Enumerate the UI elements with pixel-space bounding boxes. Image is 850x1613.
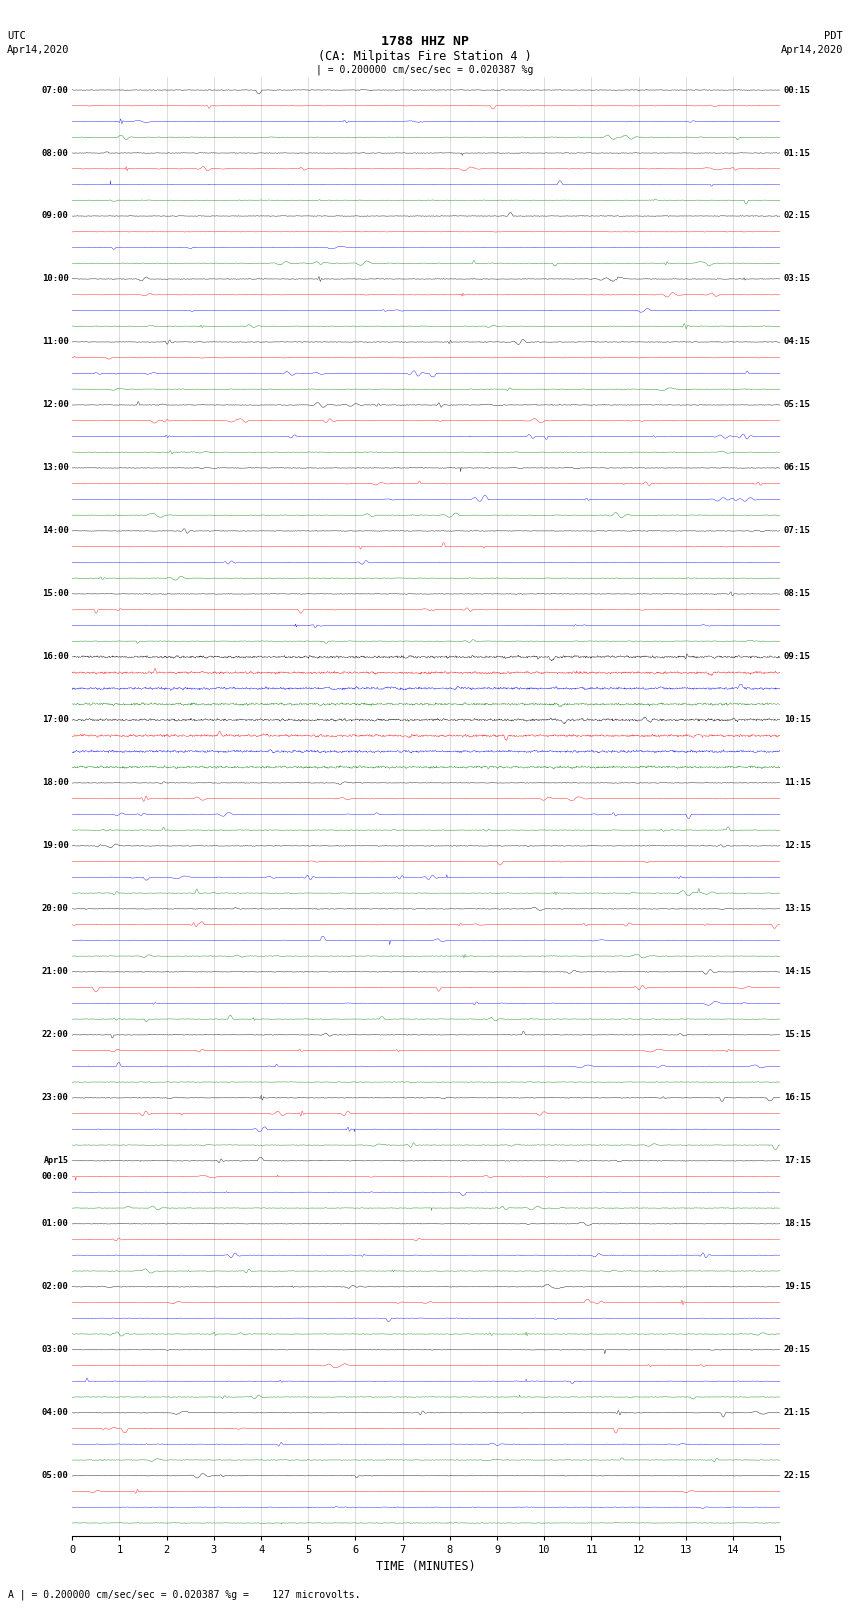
Text: 08:15: 08:15 xyxy=(784,589,811,598)
Text: 04:00: 04:00 xyxy=(42,1408,69,1418)
Text: 16:00: 16:00 xyxy=(42,652,69,661)
Text: 08:00: 08:00 xyxy=(42,148,69,158)
Text: 09:00: 09:00 xyxy=(42,211,69,221)
Text: 22:15: 22:15 xyxy=(784,1471,811,1481)
Text: 11:15: 11:15 xyxy=(784,779,811,787)
Text: 18:00: 18:00 xyxy=(42,779,69,787)
Text: 14:15: 14:15 xyxy=(784,968,811,976)
Text: 21:00: 21:00 xyxy=(42,968,69,976)
Text: 22:00: 22:00 xyxy=(42,1031,69,1039)
Text: 16:15: 16:15 xyxy=(784,1094,811,1102)
Text: 20:00: 20:00 xyxy=(42,905,69,913)
Text: 07:00: 07:00 xyxy=(42,85,69,95)
Text: 00:15: 00:15 xyxy=(784,85,811,95)
Text: 12:00: 12:00 xyxy=(42,400,69,410)
X-axis label: TIME (MINUTES): TIME (MINUTES) xyxy=(377,1560,476,1573)
Text: 15:15: 15:15 xyxy=(784,1031,811,1039)
Text: 12:15: 12:15 xyxy=(784,842,811,850)
Text: 05:00: 05:00 xyxy=(42,1471,69,1481)
Text: 10:00: 10:00 xyxy=(42,274,69,284)
Text: 13:15: 13:15 xyxy=(784,905,811,913)
Text: 11:00: 11:00 xyxy=(42,337,69,347)
Text: 18:15: 18:15 xyxy=(784,1219,811,1227)
Text: | = 0.200000 cm/sec/sec = 0.020387 %g: | = 0.200000 cm/sec/sec = 0.020387 %g xyxy=(316,65,534,76)
Text: 01:00: 01:00 xyxy=(42,1219,69,1227)
Text: A | = 0.200000 cm/sec/sec = 0.020387 %g =    127 microvolts.: A | = 0.200000 cm/sec/sec = 0.020387 %g … xyxy=(8,1589,361,1600)
Text: PDT: PDT xyxy=(824,31,843,40)
Text: UTC: UTC xyxy=(7,31,26,40)
Text: 17:00: 17:00 xyxy=(42,716,69,724)
Text: 02:00: 02:00 xyxy=(42,1282,69,1292)
Text: 21:15: 21:15 xyxy=(784,1408,811,1418)
Text: 13:00: 13:00 xyxy=(42,463,69,473)
Text: 20:15: 20:15 xyxy=(784,1345,811,1355)
Text: 19:15: 19:15 xyxy=(784,1282,811,1292)
Text: (CA: Milpitas Fire Station 4 ): (CA: Milpitas Fire Station 4 ) xyxy=(318,50,532,63)
Text: 1788 HHZ NP: 1788 HHZ NP xyxy=(381,35,469,48)
Text: 15:00: 15:00 xyxy=(42,589,69,598)
Text: 02:15: 02:15 xyxy=(784,211,811,221)
Text: 00:00: 00:00 xyxy=(42,1173,69,1181)
Text: 05:15: 05:15 xyxy=(784,400,811,410)
Text: Apr14,2020: Apr14,2020 xyxy=(7,45,70,55)
Text: 03:00: 03:00 xyxy=(42,1345,69,1355)
Text: 04:15: 04:15 xyxy=(784,337,811,347)
Text: Apr15: Apr15 xyxy=(43,1157,69,1165)
Text: 03:15: 03:15 xyxy=(784,274,811,284)
Text: 01:15: 01:15 xyxy=(784,148,811,158)
Text: 06:15: 06:15 xyxy=(784,463,811,473)
Text: 17:15: 17:15 xyxy=(784,1157,811,1165)
Text: 09:15: 09:15 xyxy=(784,652,811,661)
Text: 10:15: 10:15 xyxy=(784,716,811,724)
Text: Apr14,2020: Apr14,2020 xyxy=(780,45,843,55)
Text: 23:00: 23:00 xyxy=(42,1094,69,1102)
Text: 14:00: 14:00 xyxy=(42,526,69,536)
Text: 07:15: 07:15 xyxy=(784,526,811,536)
Text: 19:00: 19:00 xyxy=(42,842,69,850)
